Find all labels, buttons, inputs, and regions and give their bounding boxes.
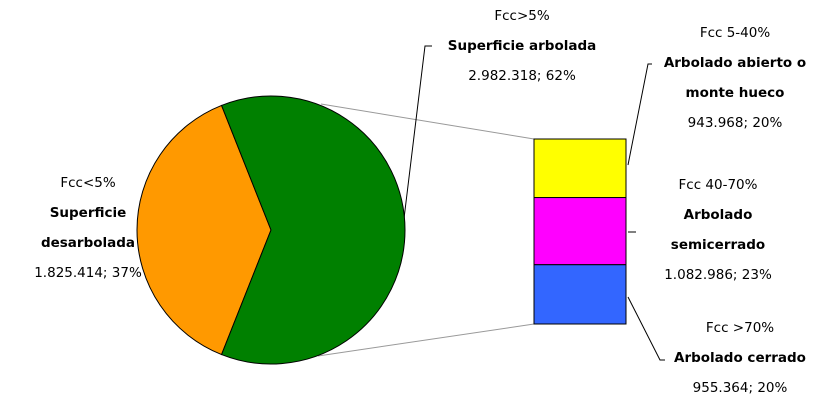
prefix: Fcc 5-40% [699,25,771,41]
bar-segment [533,197,627,266]
data-label: Fcc 5-40% Arbolado abierto o monte hueco 9… [645,18,825,138]
value-label: 943.968; 20% [687,115,783,131]
category-label: Arbolado abierto o monte hueco [663,55,807,101]
bar-segment [533,138,627,199]
leader-line [401,45,432,236]
data-label: Fcc<5% Superficie desarbolada 1.825.414; 3… [23,168,153,288]
leader-line [627,63,652,166]
value-label: 955.364; 20% [692,380,788,396]
value-label: 2.982.318; 62% [468,68,576,84]
leader-line [627,296,665,361]
category-label: Superficie desarbolada [40,205,136,251]
category-label: Arbolado cerrado [674,350,806,366]
connector [317,323,535,357]
prefix: Fcc >70% [705,320,775,336]
data-label: Fcc 40-70% Arbolado semicerrado 1.082.986;… [653,170,783,290]
prefix: Fcc 40-70% [678,177,758,193]
prefix: Fcc>5% [494,8,550,24]
pie-slice [136,104,272,356]
value-label: 1.825.414; 37% [34,265,142,281]
pie-slice [220,95,406,365]
data-label: Fcc>5% Superficie arbolada 2.982.318; 62% [422,1,622,91]
category-label: Arbolado semicerrado [670,207,766,253]
category-label: Superficie arbolada [447,38,597,54]
connector [320,103,535,140]
data-label: Fcc >70% Arbolado cerrado 955.364; 20% [650,313,827,403]
prefix: Fcc<5% [60,175,116,191]
value-label: 1.082.986; 23% [664,267,772,283]
bar-segment [533,264,627,325]
